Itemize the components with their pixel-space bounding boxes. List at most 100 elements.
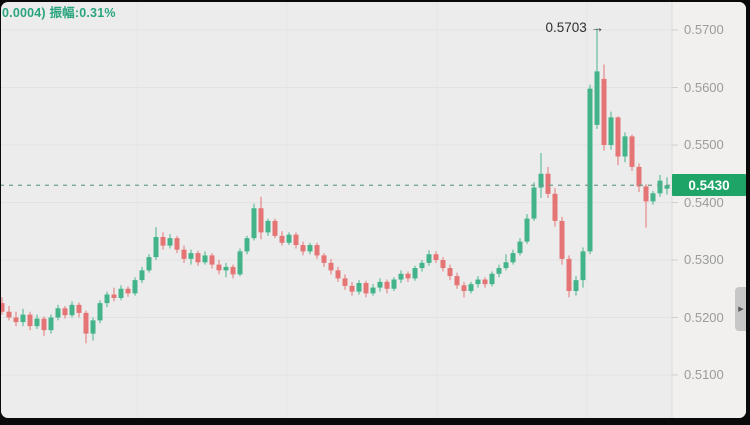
chart-screen: 0.0004) 振幅:0.31% 0.5703 → 0.5700 0.5600 0.… — [1, 2, 746, 418]
candlestick — [608, 111, 614, 150]
candlestick — [307, 242, 313, 255]
candlestick — [601, 64, 607, 151]
candlestick — [237, 248, 243, 277]
candlestick — [314, 242, 320, 259]
candlestick — [195, 250, 201, 266]
candlestick — [83, 310, 89, 344]
candlestick — [1, 297, 5, 315]
candlestick — [356, 280, 362, 295]
candlestick — [454, 272, 460, 289]
candlestick — [559, 216, 565, 265]
candlestick — [650, 191, 656, 205]
candlestick — [384, 279, 390, 294]
candlestick — [370, 284, 376, 296]
candlestick — [517, 238, 523, 256]
candlestick — [6, 306, 12, 321]
candlestick — [377, 278, 383, 292]
candlestick — [622, 132, 628, 163]
candlestick — [174, 235, 180, 254]
axis-tick-label: 0.5600 — [684, 79, 724, 95]
candlestick — [580, 247, 586, 288]
candlestick — [153, 227, 159, 260]
candlestick — [496, 264, 502, 278]
candlestick — [76, 302, 82, 318]
candlestick — [48, 314, 54, 334]
candlestick — [426, 250, 432, 266]
candlestick — [531, 182, 537, 221]
candlestick — [167, 234, 173, 249]
candlestick — [615, 116, 621, 166]
axis-tick-label: 0.5400 — [684, 194, 724, 210]
candlestick — [405, 271, 411, 282]
candlestick — [181, 245, 187, 263]
candlestick — [69, 301, 75, 318]
candlestick — [251, 203, 257, 241]
axis-tick-label: 0.5500 — [684, 137, 724, 152]
candlestick — [552, 188, 558, 227]
candlestick — [216, 260, 222, 275]
candlestick — [391, 277, 397, 292]
candlestick — [209, 253, 215, 269]
candlestick — [433, 251, 439, 263]
candlestick — [55, 304, 61, 321]
candlestick — [349, 281, 355, 296]
candlestick — [461, 281, 467, 298]
candlestick — [636, 163, 642, 193]
candlestick — [300, 241, 306, 256]
candlestick — [398, 270, 404, 283]
axis-tick-label: 0.5100 — [684, 367, 724, 382]
chevron-right-icon: ▶ — [738, 306, 744, 313]
candlestick — [447, 264, 453, 281]
candlestick — [412, 265, 418, 281]
candlestick — [27, 311, 33, 331]
candlestick — [468, 281, 474, 294]
candlestick — [272, 218, 278, 239]
axis-tick-label: 0.5700 — [684, 22, 724, 37]
candlestick — [335, 266, 341, 282]
candlestick-chart-canvas[interactable] — [1, 2, 746, 418]
candlestick — [573, 276, 579, 296]
candlestick — [90, 317, 96, 341]
symbol-info-text: 0.0004) 振幅:0.31% — [2, 6, 116, 20]
candlestick — [510, 249, 516, 265]
axis-tick-label: 0.5300 — [684, 252, 724, 267]
candlestick — [482, 277, 488, 288]
candlestick — [545, 166, 551, 198]
candlestick — [503, 254, 509, 271]
candlestick — [265, 218, 271, 236]
axis-background — [672, 2, 746, 418]
candlestick — [13, 311, 19, 327]
candlestick — [286, 232, 292, 246]
candlestick — [629, 134, 635, 171]
axis-tick-label: 0.5200 — [684, 309, 724, 325]
candlestick — [566, 255, 572, 298]
candlestick — [321, 253, 327, 267]
candlestick — [524, 214, 530, 244]
candlestick — [104, 291, 110, 308]
candlestick — [538, 153, 544, 198]
candlestick — [20, 308, 26, 327]
panel-expand-handle[interactable]: ▶ — [735, 287, 746, 331]
candlestick — [118, 285, 124, 301]
candlestick — [328, 258, 334, 275]
candlestick — [111, 287, 117, 302]
candlestick — [202, 251, 208, 265]
candlestick — [244, 235, 250, 255]
candlestick — [293, 232, 299, 249]
candlestick — [62, 306, 68, 319]
candlestick — [489, 271, 495, 287]
candlestick — [97, 300, 103, 324]
candlestick — [34, 314, 40, 329]
candlestick — [279, 231, 285, 246]
candlestick — [230, 264, 236, 279]
candlestick — [363, 280, 369, 298]
high-price-annotation: 0.5703 → — [545, 20, 604, 35]
candlestick — [587, 84, 593, 255]
last-price-badge: 0.5430 — [672, 174, 746, 196]
candlestick — [419, 260, 425, 272]
candlestick — [146, 254, 152, 273]
candlestick — [440, 257, 446, 272]
candlestick — [160, 232, 166, 250]
candlestick — [594, 28, 600, 129]
candlestick — [258, 196, 264, 240]
